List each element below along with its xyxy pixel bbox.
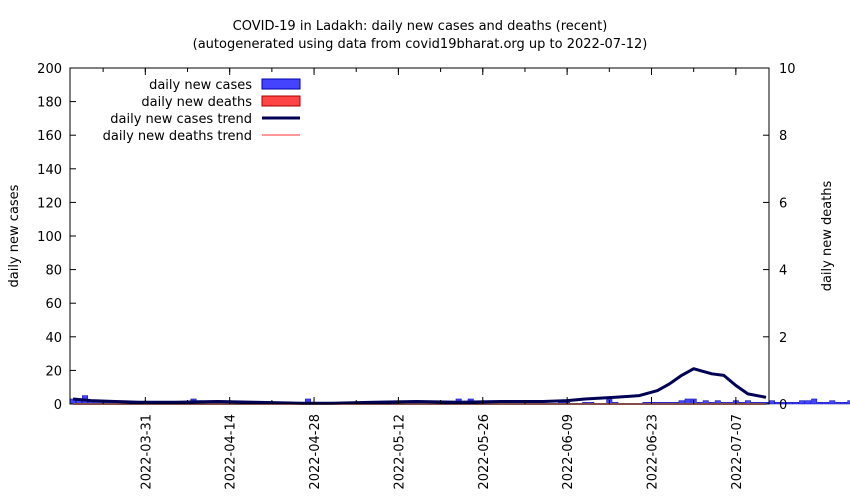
cases-bar <box>793 402 800 405</box>
y-tick-label: 20 <box>45 364 62 379</box>
legend: daily new cases daily new deaths daily new… <box>103 78 301 144</box>
y2-tick-label: 8 <box>779 129 787 144</box>
legend-swatch-deaths <box>261 95 301 107</box>
y-tick-label: 100 <box>37 230 62 245</box>
cases-bar <box>847 400 850 405</box>
legend-label: daily new deaths <box>141 95 252 110</box>
cases-bar <box>835 402 842 405</box>
cases-bar <box>841 402 848 405</box>
y-tick-label: 140 <box>37 163 62 178</box>
y-tick-label: 120 <box>37 196 62 211</box>
x-tick-label: 2022-07-07 <box>730 414 745 490</box>
cases-bar <box>787 402 794 405</box>
y-tick-label: 80 <box>45 264 62 279</box>
cases-bar <box>817 402 824 405</box>
y2-tick-label: 0 <box>779 398 787 413</box>
y2-axis-label: daily new deaths <box>820 180 835 291</box>
x-tick-label: 2022-05-12 <box>392 414 407 490</box>
x-tick-label: 2022-04-28 <box>308 414 323 490</box>
y-tick-label: 60 <box>45 297 62 312</box>
y-tick-label: 160 <box>37 129 62 144</box>
cases-bar <box>829 400 836 405</box>
chart-subtitle: (autogenerated using data from covid19bh… <box>193 37 648 52</box>
y2-tick-label: 4 <box>779 264 787 279</box>
cases-bar <box>799 400 806 405</box>
legend-label: daily new deaths trend <box>103 129 252 144</box>
cases-trend-line <box>72 367 767 405</box>
cases-bar <box>769 400 775 405</box>
legend-swatch-cases <box>261 78 301 90</box>
y-tick-label: 40 <box>45 331 62 346</box>
x-tick-label: 2022-06-09 <box>561 414 576 490</box>
y-tick-label: 180 <box>37 96 62 111</box>
cases-bar <box>775 402 782 405</box>
x-tick-label: 2022-05-26 <box>477 414 492 490</box>
chart-title: COVID-19 in Ladakh: daily new cases and … <box>233 19 608 34</box>
x-tick-label: 2022-04-14 <box>224 414 239 490</box>
y2-tick-label: 10 <box>779 62 796 77</box>
cases-bar <box>823 402 830 405</box>
trend-lines <box>72 367 767 405</box>
legend-label: daily new cases <box>149 78 252 93</box>
y2-tick-label: 2 <box>779 331 787 346</box>
x-tick-label: 2022-06-23 <box>646 414 661 490</box>
y-tick-label: 200 <box>37 62 62 77</box>
y2-tick-label: 6 <box>779 196 787 211</box>
y-axis-label: daily new cases <box>7 184 22 287</box>
cases-bar <box>805 400 812 405</box>
y-tick-label: 0 <box>54 398 62 413</box>
cases-bars <box>70 395 850 405</box>
cases-bar <box>781 402 788 405</box>
axes: 0 20 40 60 80 100 120 140 160 180 200 0 2 4 6 8 10 2022-0… <box>37 62 795 490</box>
x-tick-label: 2022-03-31 <box>139 414 154 490</box>
legend-label: daily new cases trend <box>110 112 252 127</box>
cases-bar <box>811 398 818 405</box>
